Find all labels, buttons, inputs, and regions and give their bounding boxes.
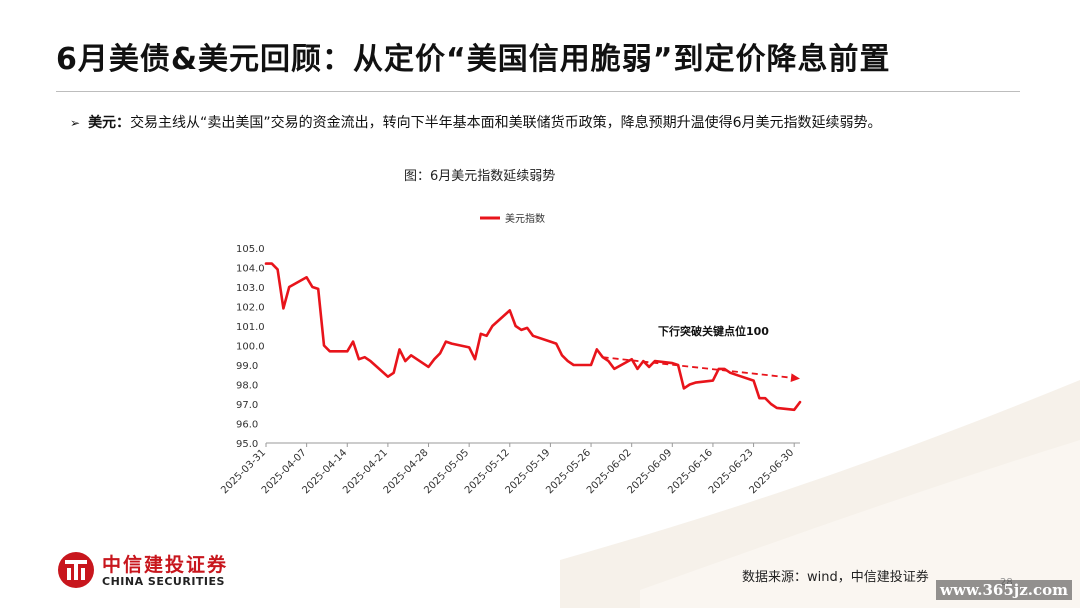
annotation-label: 下行突破关键点位100 xyxy=(658,324,769,338)
series-line-dxy xyxy=(264,262,802,412)
trend-arrow-line xyxy=(602,356,792,379)
y-tick-label: 98.0 xyxy=(236,381,258,392)
legend-label: 美元指数 xyxy=(505,212,545,225)
page-title: 6月美债&美元回顾：从定价“美国信用脆弱”到定价降息前置 xyxy=(56,42,891,77)
annotation-layer: 下行突破关键点位100 xyxy=(602,324,800,383)
citic-emblem-icon xyxy=(58,552,94,588)
y-tick-label: 101.0 xyxy=(236,322,265,333)
y-tick-label: 96.0 xyxy=(236,420,258,431)
y-tick-label: 104.0 xyxy=(236,264,265,275)
y-tick-label: 102.0 xyxy=(236,303,265,314)
bullet-marker: ➢ xyxy=(70,116,81,130)
bullet-label: 美元： xyxy=(88,115,131,131)
arrow-head-icon xyxy=(790,373,800,383)
title-divider xyxy=(56,91,1020,92)
y-tick-label: 95.0 xyxy=(236,439,258,450)
chart-caption: 图：6月美元指数延续弱势 xyxy=(404,169,556,184)
y-tick-label: 103.0 xyxy=(236,283,265,294)
y-tick-label: 97.0 xyxy=(236,400,258,411)
company-logo: 中信建投证券 CHINA SECURITIES xyxy=(56,548,256,592)
y-tick-label: 100.0 xyxy=(236,342,265,353)
data-source-note: 数据来源：wind，中信建投证券 xyxy=(742,570,929,585)
logo-text-en: CHINA SECURITIES xyxy=(102,575,225,588)
y-tick-label: 99.0 xyxy=(236,361,258,372)
y-tick-label: 105.0 xyxy=(236,244,265,255)
bullet-point: ➢ 美元：交易主线从“卖出美国”交易的资金流出，转向下半年基本面和美联储货币政策，… xyxy=(70,112,881,132)
series-layer xyxy=(264,262,802,412)
legend-layer: 美元指数 xyxy=(480,212,545,225)
logo-text-cn: 中信建投证券 xyxy=(102,554,229,576)
axes-layer: 105.0 104.0 103.0 102.0 101.0 100.0 99.0 98.0 97… xyxy=(219,244,800,496)
bullet-text: 交易主线从“卖出美国”交易的资金流出，转向下半年基本面和美联储货币政策，降息预期… xyxy=(130,115,882,131)
watermark: www.365jz.com xyxy=(936,580,1072,600)
